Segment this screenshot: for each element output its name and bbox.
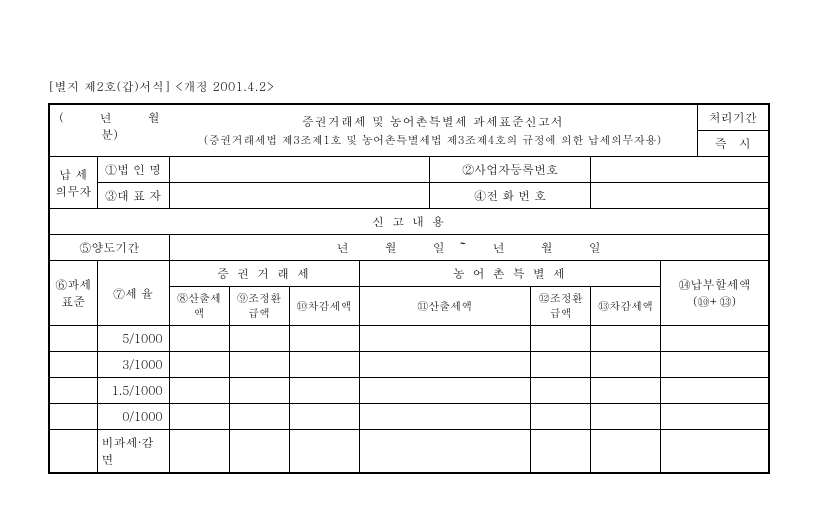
sec-tax-header: 증 권 거 래 세 (169, 261, 359, 287)
corp-name-label: ①법 인 명 (97, 157, 169, 183)
period-label: ( 년 월분) (59, 109, 160, 143)
table-row: 5/1000 (49, 326, 769, 352)
table-row: 0/1000 (49, 404, 769, 430)
proc-period-label: 처리기간 (697, 104, 769, 131)
biz-reg-label: ②사업자등록번호 (430, 157, 591, 183)
col9-header: ⑨조정환급액 (229, 287, 289, 326)
col13-header: ⑬차감세액 (591, 287, 661, 326)
proc-period-value: 즉 시 (697, 131, 769, 157)
main-title: 증권거래세 및 농어촌특별세 과세표준신고서 (173, 113, 693, 130)
phone-label: ④전 화 번 호 (430, 183, 591, 209)
table-row: 1.5/1000 (49, 378, 769, 404)
sub-title: (증권거래세법 제3조제1호 및 농어촌특별세법 제3조제4호의 규정에 의한 … (173, 133, 693, 148)
rural-tax-header: 농 어 촌 특 별 세 (359, 261, 661, 287)
rep-label: ③대 표 자 (97, 183, 169, 209)
col12-header: ⑫조정환급액 (531, 287, 591, 326)
tax-base-header: ⑥과세표준 (49, 261, 97, 326)
transfer-period-value: 년 월 일 ～ 년 월 일 (169, 235, 769, 261)
taxpayer-group-label: 납 세의무자 (49, 157, 97, 209)
transfer-period-label: ⑤양도기간 (49, 235, 169, 261)
phone-value (591, 183, 769, 209)
table-row: 비과세·감면 (49, 430, 769, 474)
rate-cell: 3/1000 (97, 352, 169, 378)
col8-header: ⑧산출세액 (169, 287, 229, 326)
rate-cell: 0/1000 (97, 404, 169, 430)
rate-cell: 5/1000 (97, 326, 169, 352)
rate-header: ⑦세 율 (97, 261, 169, 326)
rate-cell: 비과세·감면 (97, 430, 169, 474)
corp-name-value (169, 157, 430, 183)
total-tax-header: ⑭납부할세액 (⑩+⑬) (661, 261, 769, 326)
biz-reg-value (591, 157, 769, 183)
report-table: ( 년 월분) 증권거래세 및 농어촌특별세 과세표준신고서 (증권거래세법 제… (48, 103, 770, 474)
form-header-label: [별지 제2호(갑)서식] <개정 2001.4.2> (48, 78, 770, 95)
col10-header: ⑩차감세액 (289, 287, 359, 326)
col11-header: ⑪산출세액 (359, 287, 531, 326)
rate-cell: 1.5/1000 (97, 378, 169, 404)
table-row: 3/1000 (49, 352, 769, 378)
report-section-title: 신 고 내 용 (49, 209, 769, 235)
rep-value (169, 183, 430, 209)
